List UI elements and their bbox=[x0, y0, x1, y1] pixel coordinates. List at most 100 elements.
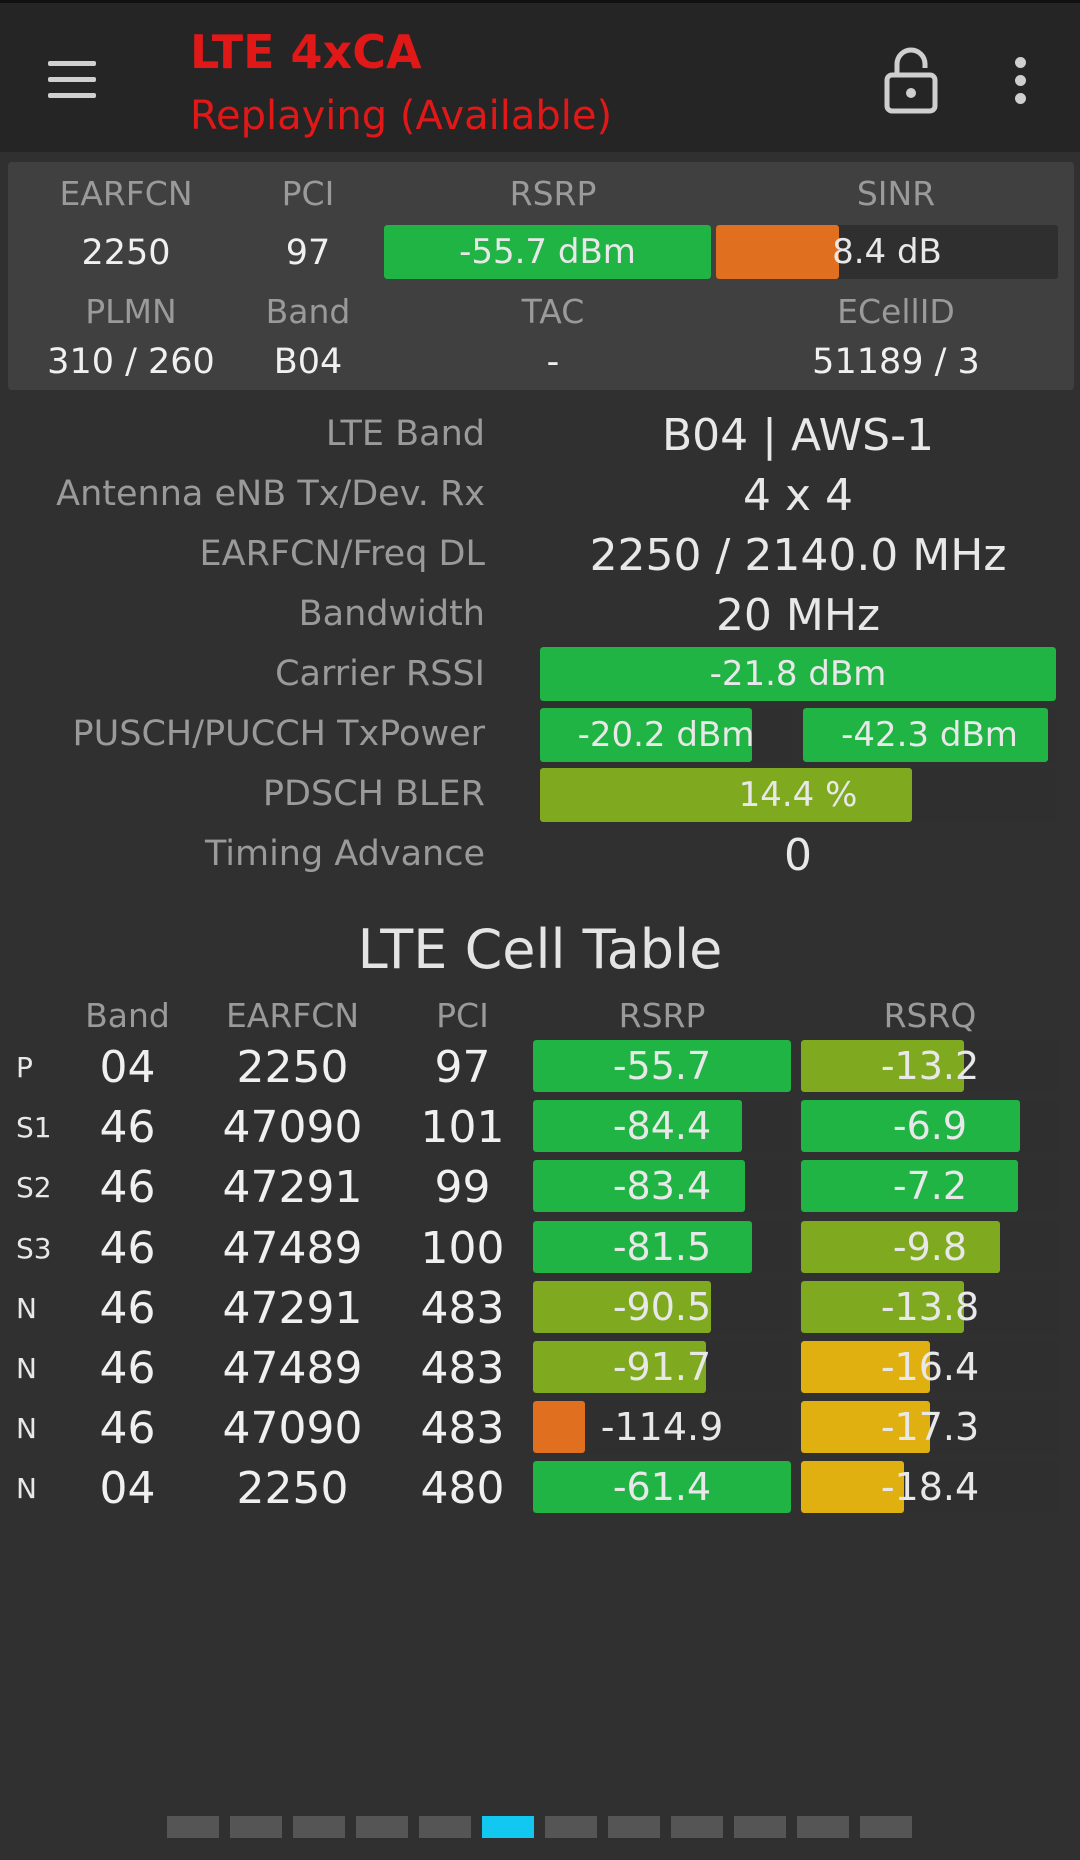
lock-open-icon[interactable] bbox=[880, 47, 942, 115]
cell-band: 46 bbox=[99, 1162, 156, 1214]
page-dot[interactable] bbox=[671, 1816, 723, 1838]
earfcn-freq-value: 2250 / 2140.0 MHz bbox=[589, 530, 1007, 581]
cell-earfcn: 2250 bbox=[236, 1463, 349, 1515]
cell-earfcn: 47489 bbox=[222, 1343, 363, 1394]
cell-pci: 100 bbox=[420, 1222, 505, 1274]
cell-rsrp-bar: -83.4 bbox=[533, 1160, 791, 1213]
bler-bar-fill bbox=[540, 768, 912, 822]
cell-rsrp-bar-fill bbox=[533, 1100, 742, 1153]
pucch-txpower-bar: -42.3 dBm bbox=[803, 708, 1056, 762]
cell-rsrp-value: -91.7 bbox=[612, 1345, 712, 1389]
cell-rsrp-bar-fill bbox=[533, 1401, 585, 1454]
bler-bar: 14.4 % bbox=[540, 768, 1056, 822]
cell-rsrp-value: -61.4 bbox=[612, 1465, 712, 1510]
txpower-label: PUSCH/PUCCH TxPower bbox=[72, 714, 485, 754]
cell-rsrp-value: -55.7 bbox=[612, 1044, 712, 1088]
cell-rsrq-bar: -18.4 bbox=[801, 1461, 1059, 1514]
page-dot[interactable] bbox=[797, 1816, 849, 1838]
hamburger-menu-icon[interactable] bbox=[44, 55, 100, 107]
cell-pci: 97 bbox=[434, 1042, 491, 1093]
cell-rsrp-value: -83.4 bbox=[612, 1164, 712, 1209]
page-title: LTE 4xCA bbox=[190, 25, 422, 79]
lte-band-value: B04 | AWS-1 bbox=[662, 410, 934, 461]
rsrp-header: RSRP bbox=[509, 174, 597, 213]
cell-rsrp-bar: -91.7 bbox=[533, 1341, 791, 1393]
cell-band: 46 bbox=[99, 1222, 156, 1274]
cell-earfcn: 47291 bbox=[222, 1162, 363, 1214]
sinr-bar: 8.4 dB bbox=[716, 225, 1058, 279]
pucch-txpower-value: -42.3 dBm bbox=[841, 715, 1018, 755]
bler-label: PDSCH BLER bbox=[262, 774, 485, 814]
antenna-value: 4 x 4 bbox=[743, 470, 853, 521]
cell-rsrq-bar-fill bbox=[801, 1160, 1018, 1213]
cell-rsrq-bar: -7.2 bbox=[801, 1160, 1059, 1213]
cell-band: 46 bbox=[99, 1282, 156, 1334]
cell-rsrq-bar: -9.8 bbox=[801, 1220, 1059, 1273]
page-dot[interactable] bbox=[860, 1816, 912, 1838]
cell-band: 04 bbox=[99, 1042, 156, 1093]
timing-advance-value: 0 bbox=[784, 830, 812, 881]
cell-rsrq-bar: -17.3 bbox=[801, 1401, 1059, 1454]
band-header: Band bbox=[265, 292, 351, 331]
rsrp-bar-fill bbox=[384, 225, 711, 279]
cell-type-label: P bbox=[16, 1051, 33, 1084]
cell-earfcn: 47090 bbox=[222, 1102, 363, 1154]
ecellid-value: 51189 / 3 bbox=[812, 342, 980, 382]
bler-value: 14.4 % bbox=[738, 775, 858, 815]
cell-pci: 483 bbox=[420, 1282, 505, 1334]
earfcn-header: EARFCN bbox=[59, 174, 193, 213]
page-dot[interactable] bbox=[356, 1816, 408, 1838]
page-dot[interactable] bbox=[419, 1816, 471, 1838]
earfcn-value: 2250 bbox=[81, 233, 171, 273]
cell-pci: 483 bbox=[420, 1343, 505, 1394]
cell-rsrp-bar-fill bbox=[533, 1220, 753, 1273]
cell-rsrq-bar-fill bbox=[801, 1401, 930, 1454]
cell-rsrp-bar: -114.9 bbox=[533, 1401, 791, 1454]
cell-rsrq-bar-fill bbox=[801, 1280, 964, 1333]
page-dot[interactable] bbox=[545, 1816, 597, 1838]
cell-rsrq-value: -9.8 bbox=[892, 1224, 968, 1269]
page-dot[interactable] bbox=[482, 1816, 534, 1838]
cell-rsrp-bar: -84.4 bbox=[533, 1100, 791, 1153]
cell-type-label: S3 bbox=[16, 1231, 52, 1265]
earfcn-column-header: EARFCN bbox=[225, 996, 360, 1035]
page-dot[interactable] bbox=[608, 1816, 660, 1838]
bandwidth-label: Bandwidth bbox=[298, 594, 485, 634]
more-vert-icon[interactable] bbox=[1005, 55, 1037, 107]
cell-rsrp-bar-fill bbox=[533, 1040, 791, 1092]
pucch-txpower-bar-fill bbox=[803, 708, 1049, 762]
pci-value: 97 bbox=[285, 233, 331, 273]
cell-type-label: S1 bbox=[16, 1111, 52, 1145]
sinr-bar-fill bbox=[716, 225, 840, 279]
cell-band: 46 bbox=[99, 1343, 156, 1394]
page-dot[interactable] bbox=[230, 1816, 282, 1838]
pusch-txpower-bar: -20.2 dBm bbox=[540, 708, 792, 762]
cell-rsrp-bar-fill bbox=[533, 1461, 791, 1514]
page-dot[interactable] bbox=[293, 1816, 345, 1838]
carrier-rssi-bar-fill bbox=[540, 647, 1056, 701]
pci-column-header: PCI bbox=[436, 996, 489, 1035]
cell-rsrq-value: -6.9 bbox=[892, 1104, 968, 1149]
cell-pci: 483 bbox=[420, 1403, 505, 1455]
lte-band-label: LTE Band bbox=[325, 414, 485, 454]
cell-type-label: N bbox=[16, 1472, 37, 1506]
pusch-txpower-bar-fill bbox=[540, 708, 752, 762]
band-value: B04 bbox=[273, 342, 343, 382]
cell-rsrq-bar-fill bbox=[801, 1040, 964, 1092]
cell-earfcn: 2250 bbox=[236, 1042, 349, 1093]
cell-rsrp-value: -84.4 bbox=[612, 1104, 712, 1149]
cell-rsrq-bar: -16.4 bbox=[801, 1341, 1059, 1393]
page-dot[interactable] bbox=[167, 1816, 219, 1838]
rsrp-value: -55.7 dBm bbox=[459, 232, 636, 272]
app-bar: LTE 4xCA Replaying (Available) bbox=[0, 0, 1080, 152]
cell-rsrq-bar-fill bbox=[801, 1220, 1000, 1273]
cell-rsrp-bar-fill bbox=[533, 1341, 706, 1393]
page-indicator bbox=[167, 1816, 912, 1838]
cell-rsrp-value: -114.9 bbox=[600, 1405, 724, 1450]
plmn-header: PLMN bbox=[85, 292, 177, 331]
page-dot[interactable] bbox=[734, 1816, 786, 1838]
cell-rsrq-bar-fill bbox=[801, 1100, 1021, 1153]
cell-earfcn: 47090 bbox=[222, 1403, 363, 1455]
carrier-rssi-bar: -21.8 dBm bbox=[540, 647, 1056, 701]
carrier-rssi-label: Carrier RSSI bbox=[275, 654, 485, 694]
